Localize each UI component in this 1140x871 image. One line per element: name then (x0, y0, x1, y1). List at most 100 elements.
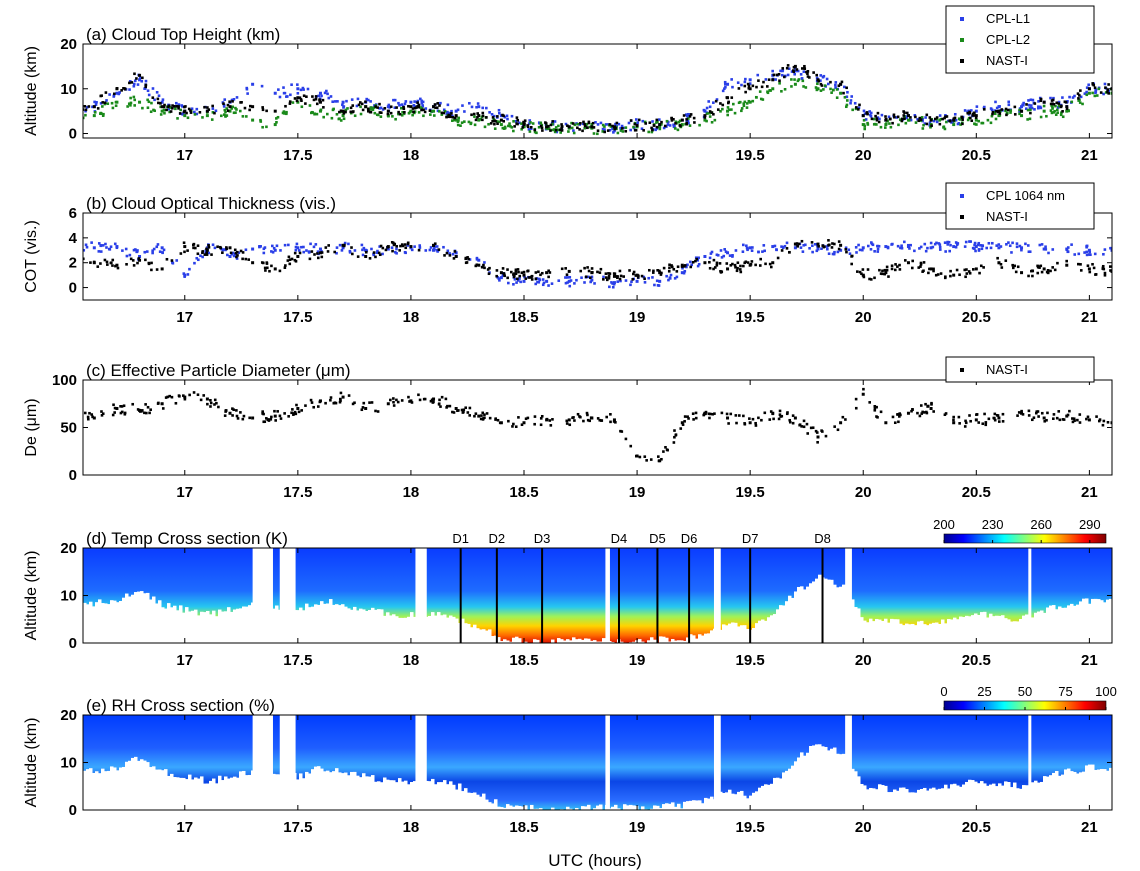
data-point (931, 245, 935, 249)
x-tick-label: 17.5 (283, 484, 312, 501)
data-point (707, 100, 711, 103)
data-point (436, 250, 439, 253)
data-point (359, 112, 363, 116)
data-point (891, 415, 895, 419)
data-point (372, 252, 375, 256)
y-tick-label: 20 (60, 36, 77, 53)
no-data-column (1067, 768, 1071, 810)
data-point (1077, 97, 1080, 100)
data-point (533, 422, 536, 426)
data-point (104, 91, 108, 94)
no-data-column (560, 639, 564, 643)
data-point (674, 122, 677, 125)
no-data-column (731, 622, 735, 643)
no-data-column (638, 639, 642, 643)
data-point (1042, 104, 1046, 108)
data-point (522, 270, 526, 274)
no-data-column (524, 805, 528, 810)
no-data-column (626, 805, 630, 810)
data-point (442, 108, 446, 112)
data-point (932, 410, 935, 413)
data-point (488, 111, 491, 114)
data-point (819, 89, 823, 92)
data-point (998, 113, 1002, 117)
data-point (933, 242, 937, 246)
no-data-column (677, 640, 681, 643)
data-point (83, 411, 87, 415)
data-point (629, 283, 632, 287)
data-point (285, 95, 288, 98)
data-point (1029, 104, 1033, 107)
x-tick-label: 17 (176, 309, 193, 326)
data-point (335, 251, 338, 255)
data-point (748, 82, 752, 85)
data-point (560, 125, 564, 128)
data-point (416, 105, 419, 108)
data-point (144, 83, 148, 87)
no-data-column (365, 610, 369, 643)
data-point (123, 411, 127, 415)
data-point (590, 125, 594, 129)
data-point (712, 112, 715, 116)
data-point (560, 123, 563, 126)
data-point (114, 100, 118, 104)
data-point (919, 263, 923, 266)
data-point (1076, 92, 1080, 95)
no-data-column (596, 805, 600, 810)
data-point (617, 122, 621, 126)
data-point (840, 80, 844, 84)
data-point (605, 278, 609, 282)
no-data-column (1037, 782, 1041, 810)
data-point (841, 415, 845, 419)
data-point (688, 124, 692, 127)
data-point (539, 417, 543, 420)
data-point (768, 418, 772, 421)
no-data-column (980, 612, 984, 643)
data-point (1066, 246, 1070, 249)
no-data-column (509, 641, 513, 643)
data-point (1078, 101, 1082, 104)
data-point (686, 415, 689, 418)
data-point (498, 111, 501, 115)
data-point (719, 269, 722, 273)
data-point (771, 261, 775, 265)
data-point (514, 268, 518, 272)
data-point (341, 246, 345, 250)
data-point (596, 123, 600, 126)
data-point (182, 110, 186, 114)
data-point (804, 86, 808, 89)
data-point (790, 78, 793, 81)
data-point (944, 412, 948, 415)
data-point (964, 419, 967, 423)
data-point (866, 268, 870, 271)
data-point (820, 84, 824, 87)
data-point (716, 253, 720, 257)
data-point (133, 72, 136, 76)
data-point (578, 128, 581, 131)
data-point (1042, 267, 1046, 271)
data-point (944, 115, 947, 119)
data-point (1027, 103, 1031, 107)
no-data-column (539, 808, 543, 810)
data-point (764, 78, 768, 81)
data-point (418, 246, 422, 249)
no-data-column (236, 777, 240, 810)
data-point (749, 263, 753, 266)
data-point (265, 261, 269, 264)
data-point (493, 127, 497, 130)
data-point (331, 108, 335, 112)
data-point (820, 429, 823, 432)
data-point (518, 121, 521, 125)
data-point (201, 251, 204, 255)
data-point (730, 78, 733, 81)
no-data-column (1094, 598, 1098, 643)
data-point (109, 245, 113, 249)
data-point (898, 268, 902, 271)
data-point (602, 278, 605, 281)
data-point (187, 107, 191, 111)
data-point (541, 129, 544, 132)
data-point (738, 414, 741, 417)
data-point (638, 455, 642, 459)
data-point (495, 274, 498, 278)
data-point (124, 247, 128, 251)
